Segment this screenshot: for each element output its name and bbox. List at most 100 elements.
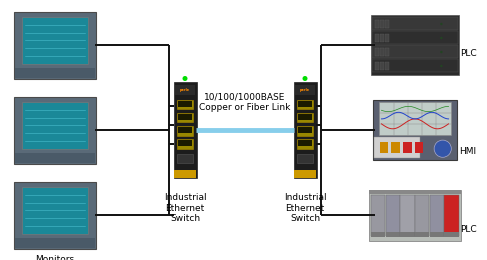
Bar bbox=[415, 194, 429, 236]
Circle shape bbox=[183, 76, 187, 81]
Bar bbox=[177, 139, 193, 148]
Bar bbox=[415, 232, 429, 237]
Text: perle: perle bbox=[180, 88, 190, 92]
Circle shape bbox=[434, 140, 451, 157]
Circle shape bbox=[36, 155, 40, 159]
Bar bbox=[430, 194, 444, 236]
FancyBboxPatch shape bbox=[14, 96, 96, 164]
Bar bbox=[174, 170, 196, 178]
Circle shape bbox=[28, 155, 32, 159]
Bar bbox=[373, 100, 457, 160]
Bar bbox=[175, 84, 195, 94]
Bar bbox=[375, 34, 378, 42]
Text: PLC: PLC bbox=[461, 49, 477, 58]
Bar bbox=[379, 102, 450, 135]
Bar bbox=[444, 194, 458, 236]
Circle shape bbox=[440, 51, 443, 53]
FancyBboxPatch shape bbox=[14, 181, 96, 249]
Bar bbox=[297, 154, 313, 163]
Bar bbox=[299, 127, 312, 133]
Bar bbox=[177, 154, 193, 163]
Bar bbox=[374, 137, 420, 158]
Circle shape bbox=[55, 70, 58, 74]
Bar bbox=[15, 68, 95, 77]
Bar bbox=[177, 113, 193, 122]
Circle shape bbox=[440, 37, 443, 39]
Bar bbox=[299, 140, 312, 146]
Text: perle: perle bbox=[300, 88, 310, 92]
Bar bbox=[372, 17, 458, 30]
Bar bbox=[385, 20, 389, 28]
Bar bbox=[295, 84, 315, 94]
Circle shape bbox=[65, 70, 69, 74]
Circle shape bbox=[440, 65, 443, 67]
Circle shape bbox=[55, 240, 58, 244]
Bar bbox=[375, 62, 378, 69]
Circle shape bbox=[44, 240, 48, 244]
FancyBboxPatch shape bbox=[173, 82, 196, 178]
Bar bbox=[297, 100, 313, 109]
Circle shape bbox=[44, 155, 48, 159]
Bar bbox=[375, 48, 378, 55]
Circle shape bbox=[28, 240, 32, 244]
Bar bbox=[299, 101, 312, 107]
Bar bbox=[297, 139, 313, 148]
FancyBboxPatch shape bbox=[14, 11, 96, 79]
Bar bbox=[380, 62, 383, 69]
Text: Industrial
Ethernet
Switch: Industrial Ethernet Switch bbox=[164, 193, 206, 223]
Text: 10/100/1000BASE
Copper or Fiber Link: 10/100/1000BASE Copper or Fiber Link bbox=[199, 93, 291, 112]
Bar bbox=[371, 15, 459, 75]
Bar bbox=[444, 232, 458, 237]
Bar bbox=[15, 153, 95, 162]
Bar bbox=[372, 31, 458, 44]
Bar bbox=[386, 194, 400, 236]
Text: Monitors: Monitors bbox=[36, 256, 75, 260]
Bar bbox=[371, 194, 385, 236]
Bar bbox=[372, 59, 458, 72]
Bar bbox=[22, 17, 88, 64]
Bar bbox=[380, 34, 383, 42]
Text: PLC: PLC bbox=[461, 225, 477, 235]
Bar bbox=[297, 126, 313, 135]
FancyBboxPatch shape bbox=[294, 82, 317, 178]
Bar bbox=[177, 126, 193, 135]
Circle shape bbox=[302, 76, 307, 81]
Bar bbox=[430, 232, 444, 237]
Circle shape bbox=[36, 70, 40, 74]
Bar bbox=[369, 190, 461, 194]
Circle shape bbox=[440, 23, 443, 25]
Bar bbox=[22, 102, 88, 149]
Bar bbox=[380, 142, 388, 153]
Bar bbox=[372, 45, 458, 58]
Bar bbox=[385, 34, 389, 42]
Bar bbox=[375, 20, 378, 28]
Bar bbox=[380, 48, 383, 55]
Bar bbox=[299, 114, 312, 120]
Circle shape bbox=[44, 70, 48, 74]
Circle shape bbox=[55, 155, 58, 159]
Bar bbox=[400, 194, 414, 236]
Bar bbox=[178, 101, 191, 107]
Bar bbox=[371, 232, 385, 237]
Bar bbox=[178, 114, 191, 120]
Bar bbox=[380, 20, 383, 28]
Bar bbox=[369, 190, 461, 240]
Circle shape bbox=[65, 155, 69, 159]
Text: Industrial
Ethernet
Switch: Industrial Ethernet Switch bbox=[284, 193, 326, 223]
Bar bbox=[22, 187, 88, 234]
Bar bbox=[297, 113, 313, 122]
Bar bbox=[294, 170, 316, 178]
Circle shape bbox=[65, 240, 69, 244]
Bar bbox=[385, 48, 389, 55]
Bar bbox=[403, 142, 412, 153]
Bar bbox=[178, 140, 191, 146]
Bar bbox=[15, 238, 95, 248]
Text: HMI: HMI bbox=[459, 146, 476, 155]
Bar bbox=[177, 100, 193, 109]
Bar bbox=[385, 62, 389, 69]
Bar bbox=[392, 142, 400, 153]
Bar bbox=[178, 127, 191, 133]
Bar bbox=[400, 232, 414, 237]
Bar bbox=[415, 142, 423, 153]
Circle shape bbox=[28, 70, 32, 74]
